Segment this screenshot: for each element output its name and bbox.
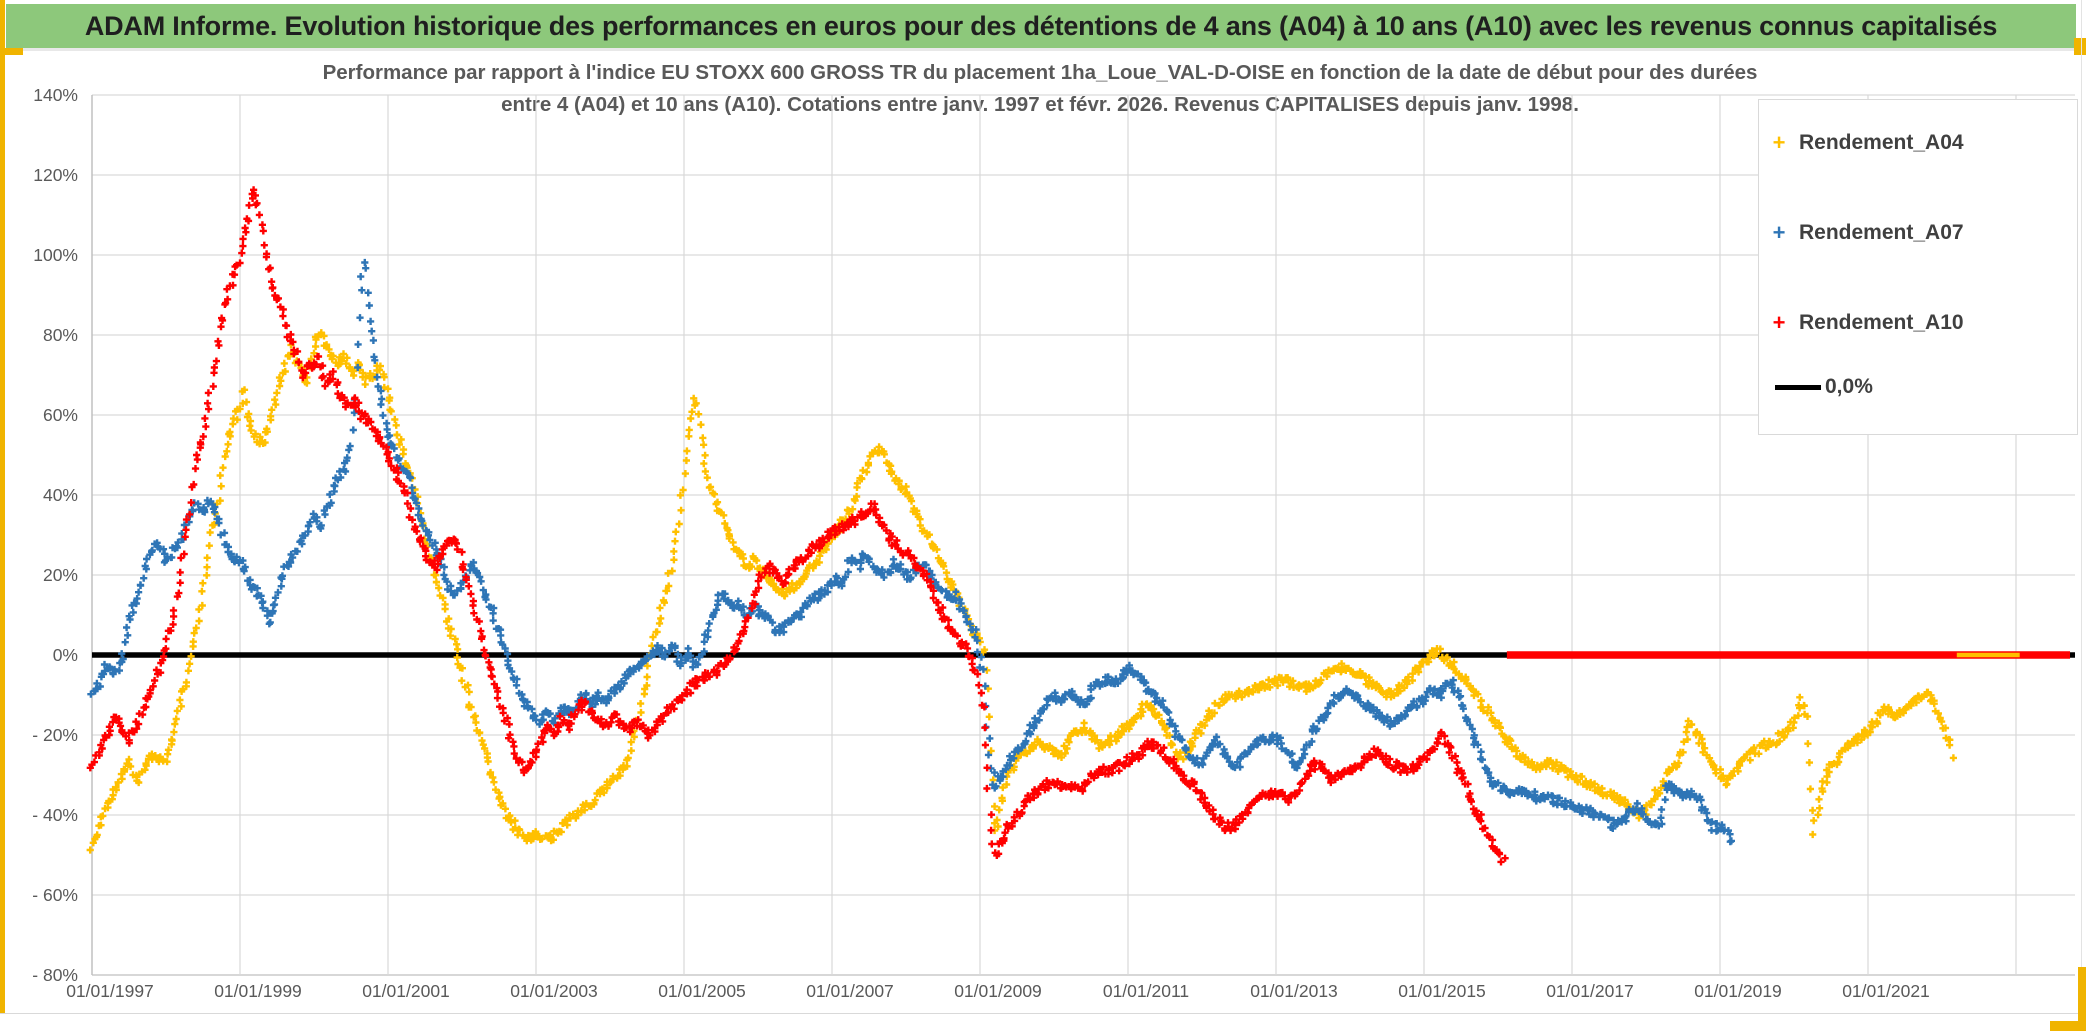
zero-line-swatch-icon [1775,384,1821,390]
left-gold-border [0,0,5,1013]
title-banner: ADAM Informe. Evolution historique des p… [6,4,2076,48]
svg-text:01/01/2007: 01/01/2007 [806,981,894,1001]
legend-item-a04[interactable]: + Rendement_A04 [1759,128,2077,158]
svg-text:40%: 40% [43,485,78,505]
svg-text:01/01/2011: 01/01/2011 [1103,981,1189,1001]
svg-text:01/01/2015: 01/01/2015 [1398,981,1486,1001]
gold-accent-top-right [2074,38,2086,55]
svg-text:01/01/2013: 01/01/2013 [1250,981,1338,1001]
plus-marker-icon: + [1772,310,1786,335]
chart-title-line2: entre 4 (A04) et 10 ans (A10). Cotations… [501,93,1579,116]
legend-label-a04: Rendement_A04 [1799,131,1964,154]
legend-label-a10: Rendement_A10 [1799,311,1964,334]
gold-accent-bottom-right-h [2050,1021,2086,1031]
page-title: ADAM Informe. Evolution historique des p… [84,10,1998,41]
svg-text:01/01/2021: 01/01/2021 [1842,981,1930,1001]
svg-text:01/01/2019: 01/01/2019 [1694,981,1782,1001]
svg-text:01/01/2001: 01/01/2001 [362,981,450,1001]
svg-text:01/01/1999: 01/01/1999 [214,981,302,1001]
svg-text:0%: 0% [53,645,78,665]
svg-text:20%: 20% [43,565,78,585]
legend-item-a10[interactable]: + Rendement_A10 [1759,308,2077,338]
title-divider [6,48,2076,51]
svg-text:01/01/1997: 01/01/1997 [66,981,154,1001]
legend-item-zero-line[interactable]: 0,0% [1759,372,2077,402]
svg-text:01/01/2017: 01/01/2017 [1546,981,1634,1001]
chart-title: Performance par rapport à l'indice EU ST… [100,57,1980,121]
svg-text:01/01/2005: 01/01/2005 [658,981,746,1001]
svg-text:80%: 80% [43,325,78,345]
legend[interactable]: + Rendement_A04 + Rendement_A07 + Rendem… [1758,99,2078,435]
svg-text:60%: 60% [43,405,78,425]
legend-item-a07[interactable]: + Rendement_A07 [1759,218,2077,248]
legend-label-zero: 0,0% [1825,375,1873,398]
svg-text:100%: 100% [33,245,78,265]
svg-text:01/01/2003: 01/01/2003 [510,981,598,1001]
gold-accent-top-left [3,48,23,55]
legend-label-a07: Rendement_A07 [1799,221,1964,244]
plus-marker-icon: + [1772,130,1786,155]
svg-text:- 40%: - 40% [32,805,78,825]
right-border [2081,0,2082,1013]
svg-text:01/01/2009: 01/01/2009 [954,981,1042,1001]
svg-text:120%: 120% [33,165,78,185]
chart-title-line1: Performance par rapport à l'indice EU ST… [322,61,1758,84]
svg-text:140%: 140% [33,85,78,105]
svg-text:- 60%: - 60% [32,885,78,905]
plus-marker-icon: + [1772,220,1786,245]
bottom-divider [0,1013,2086,1014]
svg-text:- 20%: - 20% [32,725,78,745]
svg-text:- 80%: - 80% [32,965,78,985]
gold-accent-bottom-right-v [2078,967,2086,1031]
